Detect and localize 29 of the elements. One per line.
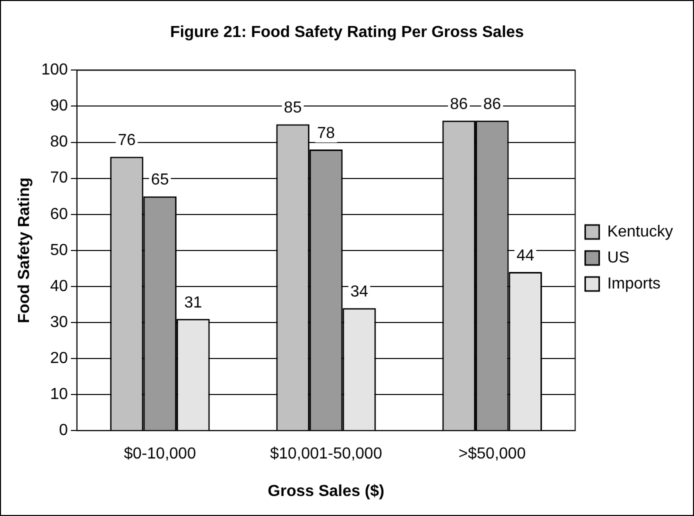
y-tick-label: 20 <box>50 350 68 367</box>
x-tick-label: $10,001-50,000 <box>270 446 382 463</box>
y-tick-label: 80 <box>50 134 68 151</box>
y-axis-title: Food Safety Rating <box>16 178 34 324</box>
y-tick-label: 50 <box>50 242 68 259</box>
data-label: 34 <box>350 283 368 300</box>
legend-label: Imports <box>607 275 661 292</box>
x-axis-title: Gross Sales ($) <box>268 482 384 500</box>
data-label: 76 <box>118 132 136 150</box>
data-label: 31 <box>184 294 202 312</box>
y-tick-label: 70 <box>50 170 68 187</box>
x-tick-label: $0-10,000 <box>124 446 196 463</box>
chart-title: Figure 21: Food Safety Rating Per Gross Sales <box>170 24 524 42</box>
data-label: 85 <box>284 100 302 117</box>
data-label: 44 <box>516 247 534 264</box>
legend-label: Kentucky <box>607 223 673 240</box>
legend-label: US <box>607 249 630 266</box>
y-tick-label: 60 <box>50 206 68 223</box>
data-label: 86 <box>450 96 468 114</box>
y-tick-label: 30 <box>50 314 68 331</box>
data-label: 78 <box>317 124 336 142</box>
y-tick-label: 40 <box>50 278 68 295</box>
y-tick-label: 90 <box>50 98 68 115</box>
y-tick-label: 10 <box>50 386 68 403</box>
data-label: 65 <box>151 172 169 189</box>
x-tick-label: >$50,000 <box>458 446 526 463</box>
y-tick-label: 0 <box>58 422 68 440</box>
data-label: 86 <box>483 96 502 114</box>
y-tick-label: 100 <box>41 62 68 79</box>
